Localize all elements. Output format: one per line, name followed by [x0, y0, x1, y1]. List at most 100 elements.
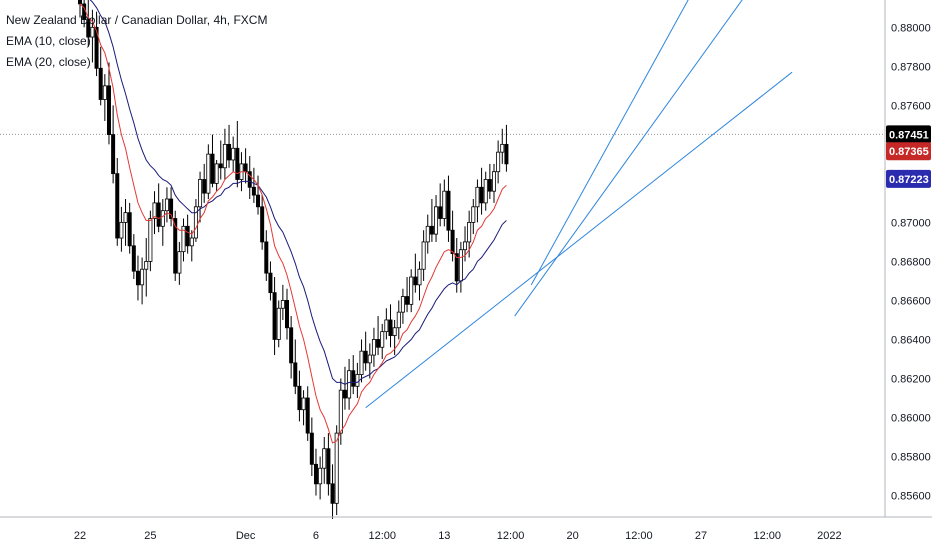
candle-down: [376, 339, 381, 348]
candle-up: [355, 374, 360, 387]
candle-up: [359, 350, 364, 375]
candle-up: [214, 163, 219, 184]
candle-down: [98, 67, 103, 100]
trendline: [514, 0, 743, 317]
x-tick-label: 12:00: [753, 530, 781, 542]
candle-up: [322, 448, 327, 469]
candle-up: [367, 354, 372, 364]
candles: [78, 0, 509, 519]
candle-up: [123, 212, 128, 223]
candle-up: [471, 206, 476, 223]
candle-up: [152, 202, 157, 219]
ema20-line: [89, 0, 507, 385]
x-tick-label: 27: [695, 530, 707, 542]
candle-up: [475, 186, 480, 208]
candle-down: [111, 134, 116, 175]
candle-up: [164, 198, 169, 212]
candle-up: [334, 432, 339, 504]
candle-down: [363, 350, 368, 364]
trendlines: [365, 0, 793, 409]
candle-up: [222, 143, 227, 169]
candle-up: [371, 339, 376, 356]
x-tick-label: Dec: [236, 530, 256, 542]
candle-up: [491, 171, 496, 192]
x-tick-label: 6: [313, 530, 319, 542]
x-tick-label: 12:00: [368, 530, 396, 542]
y-tick-label: 0.88000: [891, 22, 931, 34]
candle-down: [487, 179, 492, 192]
candle-down: [297, 385, 302, 411]
candle-down: [115, 173, 120, 239]
candle-up: [467, 222, 472, 243]
candle-up: [189, 237, 194, 247]
candle-up: [338, 389, 343, 434]
y-tick-label: 0.86400: [891, 334, 931, 346]
candle-down: [251, 186, 256, 196]
candle-up: [144, 261, 149, 270]
candle-down: [313, 463, 318, 485]
candle-down: [243, 163, 248, 173]
ema-lines: [79, 0, 507, 444]
trendline: [530, 0, 689, 286]
candle-down: [351, 370, 356, 387]
candle-down: [156, 202, 161, 227]
candle-down: [169, 198, 174, 219]
symbol-title[interactable]: New Zealand Dollar / Canadian Dollar, 4h…: [6, 13, 268, 27]
candle-down: [106, 85, 111, 136]
candle-down: [405, 296, 410, 305]
candle-up: [483, 179, 488, 204]
candle-up: [458, 249, 463, 282]
candle-down: [326, 448, 331, 485]
candle-down: [446, 190, 451, 231]
candle-down: [202, 179, 207, 194]
candle-down: [479, 186, 484, 204]
x-tick-label: 12:00: [497, 530, 525, 542]
candle-down: [429, 225, 434, 235]
x-tick-label: 25: [144, 530, 156, 542]
candle-up: [160, 210, 165, 227]
candle-up: [417, 268, 422, 286]
price-badge: [886, 125, 931, 144]
price-badge-label: 0.87451: [889, 129, 929, 141]
candle-up: [280, 300, 285, 309]
candle-up: [181, 225, 186, 253]
candle-up: [140, 268, 145, 286]
candle-up: [425, 225, 430, 243]
candle-up: [380, 331, 385, 348]
candle-up: [102, 85, 107, 100]
y-tick-label: 0.86600: [891, 295, 931, 307]
candle-up: [384, 319, 389, 333]
candle-up: [347, 370, 352, 399]
price-badge: [886, 169, 931, 188]
y-tick-label: 0.87000: [891, 217, 931, 229]
candle-up: [177, 251, 182, 274]
price-badge-label: 0.87223: [889, 174, 929, 186]
candle-down: [289, 327, 294, 364]
ema20-label[interactable]: EMA (20, close): [6, 55, 91, 69]
candle-up: [400, 296, 405, 313]
candle-up: [434, 206, 439, 235]
candle-down: [94, 26, 99, 69]
y-tick-label: 0.87600: [891, 100, 931, 112]
candle-down: [413, 276, 418, 286]
candle-down: [78, 0, 83, 5]
candle-down: [388, 319, 393, 336]
x-tick-label: 12:00: [625, 530, 653, 542]
candle-down: [268, 272, 273, 294]
candle-down: [227, 143, 232, 161]
candle-up: [301, 397, 306, 411]
candle-down: [127, 212, 132, 247]
candle-down: [173, 218, 178, 274]
y-tick-label: 0.85600: [891, 491, 931, 503]
price-badge-label: 0.87365: [889, 146, 929, 158]
candle-up: [421, 241, 426, 270]
candle-down: [450, 229, 455, 255]
ema10-label[interactable]: EMA (10, close): [6, 34, 91, 48]
candle-down: [185, 225, 190, 247]
candle-up: [409, 276, 414, 305]
candle-down: [86, 19, 91, 38]
y-tick-label: 0.86000: [891, 413, 931, 425]
candle-down: [454, 253, 459, 282]
candle-down: [218, 163, 223, 169]
